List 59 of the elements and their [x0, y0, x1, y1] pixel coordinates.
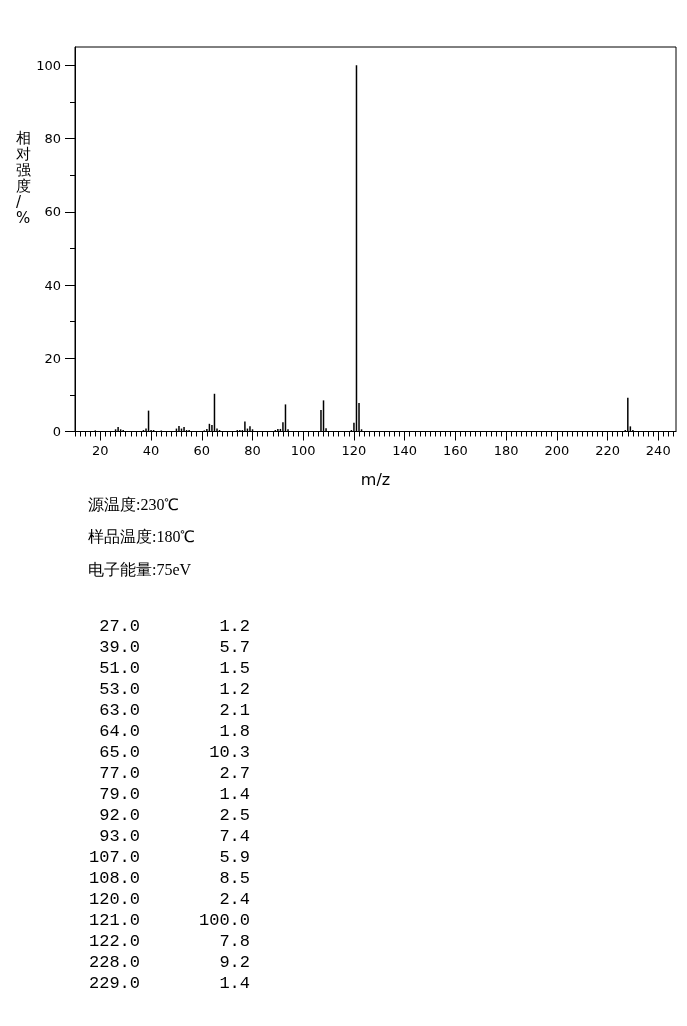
- text: 63.0: [99, 701, 140, 720]
- x-tick-label: 220: [595, 442, 620, 458]
- text: 7.4: [219, 827, 250, 846]
- text: 2.1: [219, 701, 250, 720]
- text: 1.2: [219, 617, 250, 636]
- text: 7.8: [219, 932, 250, 951]
- text: 源温度:230℃: [88, 495, 180, 513]
- text: 92.0: [99, 806, 140, 825]
- text: 64.0: [99, 722, 140, 741]
- text: 121.0: [88, 911, 140, 930]
- text: 108.0: [88, 869, 140, 888]
- x-tick-label: 80: [244, 442, 261, 458]
- text: 样品温度:180℃: [88, 528, 196, 545]
- text: 120.0: [88, 890, 140, 909]
- x-tick-label: 240: [645, 442, 671, 458]
- text: 100.0: [198, 911, 250, 930]
- x-tick-label: 180: [493, 442, 519, 458]
- y-tick-label: 40: [44, 277, 61, 293]
- y-tick-label: 0: [52, 424, 61, 439]
- text: 10.3: [209, 743, 250, 762]
- y-axis-title: 相对强度/%: [16, 129, 31, 227]
- x-axis-title: m/z: [360, 470, 391, 489]
- text: 电子能量:75eV: [88, 560, 192, 578]
- text: 1.2: [219, 680, 250, 699]
- text: 228.0: [88, 953, 140, 972]
- text: 2.4: [219, 890, 250, 909]
- text: 8.5: [219, 869, 250, 888]
- text: 27.0: [99, 617, 140, 636]
- text: 51.0: [99, 659, 140, 678]
- text: 79.0: [99, 785, 140, 804]
- y-tick-label: 60: [44, 204, 61, 220]
- text: 2.5: [219, 806, 250, 825]
- text: 107.0: [88, 848, 140, 867]
- x-tick-label: 200: [544, 442, 570, 458]
- text: 5.9: [219, 848, 250, 867]
- text: 1.4: [219, 785, 250, 804]
- y-tick-label: 100: [36, 57, 61, 73]
- text: 2.7: [219, 764, 250, 783]
- text: 65.0: [99, 743, 140, 762]
- text: 93.0: [99, 827, 140, 846]
- text: 9.2: [219, 953, 250, 972]
- x-tick-label: 40: [142, 442, 160, 458]
- x-tick-label: 20: [92, 442, 109, 458]
- text: 1.8: [219, 722, 250, 741]
- text: 122.0: [88, 932, 140, 951]
- x-tick-label: 60: [193, 442, 211, 458]
- text: 77.0: [99, 764, 140, 783]
- text: 229.0: [88, 974, 140, 993]
- text: 5.7: [219, 638, 250, 657]
- text: 39.0: [99, 638, 140, 657]
- text: 53.0: [99, 680, 140, 699]
- x-tick-label: 100: [290, 442, 316, 458]
- x-tick-label: 140: [392, 442, 418, 458]
- y-tick-label: 20: [44, 350, 61, 366]
- y-tick-label: 80: [44, 131, 61, 147]
- x-tick-label: 120: [341, 442, 367, 458]
- text: 1.4: [219, 974, 250, 993]
- text: 1.5: [219, 659, 250, 678]
- x-tick-label: 160: [442, 442, 468, 458]
